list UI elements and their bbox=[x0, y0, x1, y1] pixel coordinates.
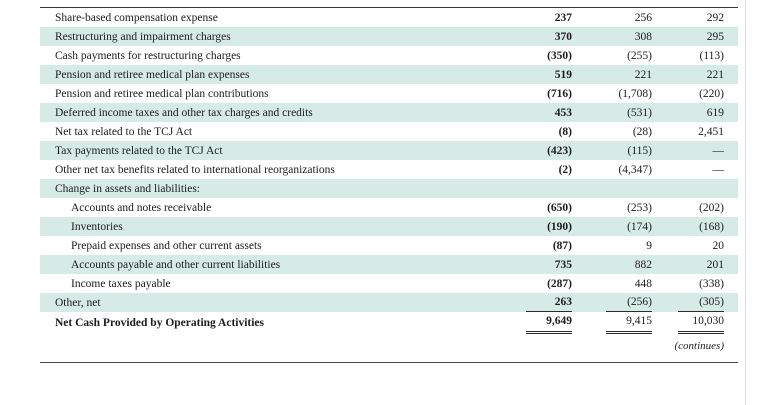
row-label: Income taxes payable bbox=[71, 277, 171, 290]
value-col2: 308 bbox=[634, 30, 652, 43]
row-label: Tax payments related to the TCJ Act bbox=[55, 144, 223, 157]
value-col3: (202) bbox=[699, 201, 724, 214]
table-row: Pension and retiree medical plan expense… bbox=[40, 65, 738, 84]
row-label: Net tax related to the TCJ Act bbox=[55, 125, 193, 138]
value-col1: 453 bbox=[554, 106, 572, 119]
value-col1: (716) bbox=[547, 87, 572, 100]
page-edge-line bbox=[745, 0, 746, 405]
value-col1: (650) bbox=[547, 201, 572, 214]
value-col3: 20 bbox=[712, 239, 725, 252]
value-col3 bbox=[652, 180, 724, 198]
value-col3: 201 bbox=[706, 258, 724, 271]
value-col2 bbox=[572, 180, 652, 198]
value-col1: (287) bbox=[547, 277, 572, 290]
row-label: Other net tax benefits related to intern… bbox=[55, 163, 335, 176]
table-row: Income taxes payable (287) 448 (338) bbox=[40, 274, 738, 293]
table-row: Inventories (190) (174) (168) bbox=[40, 217, 738, 236]
table-row: Share-based compensation expense 237 256… bbox=[40, 8, 738, 27]
row-label: Accounts and notes receivable bbox=[71, 201, 212, 214]
value-col3: — bbox=[712, 163, 725, 176]
value-col1: 237 bbox=[554, 11, 572, 24]
table-row: Net tax related to the TCJ Act (8) (28) … bbox=[40, 122, 738, 141]
row-label: Prepaid expenses and other current asset… bbox=[71, 239, 262, 252]
value-col1: 263 bbox=[512, 293, 572, 312]
row-label: Restructuring and impairment charges bbox=[55, 30, 231, 43]
value-col2: 9 bbox=[646, 239, 652, 252]
value-col2: 256 bbox=[634, 11, 652, 24]
table-row: Pension and retiree medical plan contrib… bbox=[40, 84, 738, 103]
table-row: Restructuring and impairment charges 370… bbox=[40, 27, 738, 46]
value-col2: (253) bbox=[627, 201, 652, 214]
value-col3: 10,030 bbox=[652, 312, 724, 334]
value-col3: (305) bbox=[652, 293, 724, 312]
bottom-rule bbox=[40, 362, 738, 363]
value-col1: (190) bbox=[547, 220, 572, 233]
value-col3: 221 bbox=[706, 68, 724, 81]
row-label: Pension and retiree medical plan contrib… bbox=[55, 87, 269, 100]
value-col1: (87) bbox=[552, 239, 572, 252]
value-col1: (2) bbox=[558, 163, 572, 176]
value-col2: 882 bbox=[634, 258, 652, 271]
value-col3: 292 bbox=[706, 11, 724, 24]
value-col2: (28) bbox=[632, 125, 652, 138]
value-col3: (220) bbox=[699, 87, 724, 100]
row-label: Change in assets and liabilities: bbox=[55, 182, 201, 195]
value-col3: (168) bbox=[699, 220, 724, 233]
table-row: Deferred income taxes and other tax char… bbox=[40, 103, 738, 122]
value-col1: (350) bbox=[547, 49, 572, 62]
cash-flow-table: Share-based compensation expense 237 256… bbox=[40, 7, 738, 334]
value-col2: (4,347) bbox=[618, 163, 652, 176]
table-row: Accounts and notes receivable (650) (253… bbox=[40, 198, 738, 217]
value-col2: 448 bbox=[634, 277, 652, 290]
row-label: Deferred income taxes and other tax char… bbox=[55, 106, 313, 119]
value-col1: 9,649 bbox=[512, 312, 572, 334]
value-col2: (1,708) bbox=[618, 87, 652, 100]
table-row: Prepaid expenses and other current asset… bbox=[40, 236, 738, 255]
row-label: Pension and retiree medical plan expense… bbox=[55, 68, 250, 81]
value-col3: 2,451 bbox=[698, 125, 724, 138]
value-col2: 9,415 bbox=[572, 312, 652, 334]
table-row: Tax payments related to the TCJ Act (423… bbox=[40, 141, 738, 160]
table-row-total: Net Cash Provided by Operating Activitie… bbox=[40, 312, 738, 334]
table-row: Cash payments for restructuring charges … bbox=[40, 46, 738, 65]
value-col3: — bbox=[712, 144, 725, 157]
table-row: Other, net 263 (256) (305) bbox=[40, 293, 738, 312]
row-label: Net Cash Provided by Operating Activitie… bbox=[55, 317, 265, 329]
value-col2: (115) bbox=[627, 144, 652, 157]
value-col1: (423) bbox=[547, 144, 572, 157]
row-label: Share-based compensation expense bbox=[55, 11, 218, 24]
row-label: Cash payments for restructuring charges bbox=[55, 49, 241, 62]
row-label: Other, net bbox=[55, 296, 101, 309]
table-row-section-header: Change in assets and liabilities: bbox=[40, 179, 738, 198]
value-col1: 370 bbox=[554, 30, 572, 43]
table-row: Accounts payable and other current liabi… bbox=[40, 255, 738, 274]
value-col1 bbox=[512, 180, 572, 198]
value-col3: 619 bbox=[706, 106, 724, 119]
value-col3: 295 bbox=[706, 30, 724, 43]
row-label: Inventories bbox=[71, 220, 123, 233]
table-row: Other net tax benefits related to intern… bbox=[40, 160, 738, 179]
value-col2: (256) bbox=[572, 293, 652, 312]
value-col1: (8) bbox=[558, 125, 572, 138]
value-col2: (531) bbox=[627, 106, 652, 119]
row-label: Accounts payable and other current liabi… bbox=[71, 258, 281, 271]
value-col2: 221 bbox=[634, 68, 652, 81]
value-col2: (255) bbox=[627, 49, 652, 62]
value-col1: 735 bbox=[554, 258, 572, 271]
continues-note: (continues) bbox=[674, 340, 724, 352]
value-col3: (113) bbox=[699, 49, 724, 62]
value-col1: 519 bbox=[554, 68, 572, 81]
value-col2: (174) bbox=[627, 220, 652, 233]
value-col3: (338) bbox=[699, 277, 724, 290]
